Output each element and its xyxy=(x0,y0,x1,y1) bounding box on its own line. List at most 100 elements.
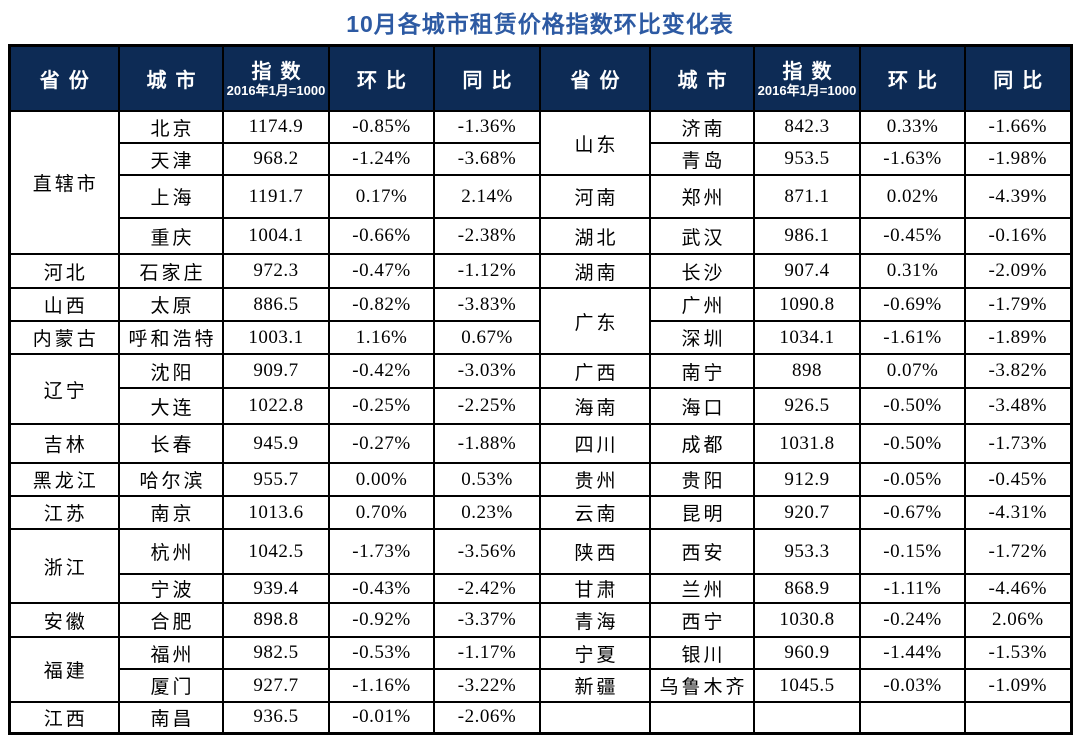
right-index-cell: 1090.8 xyxy=(753,287,861,322)
table-row: 江西 南昌 936.5 -0.01% -2.06% xyxy=(8,701,1072,734)
left-province-cell: 河北 xyxy=(8,253,120,289)
right-yoy-cell: 2.06% xyxy=(964,602,1072,638)
right-province-cell xyxy=(539,701,651,734)
table-row: 重庆 1004.1 -0.66% -2.38% 湖北 武汉 986.1 -0.45% -0.16… xyxy=(9,217,1072,255)
left-mom-cell: -0.82% xyxy=(328,287,435,322)
right-city-cell: 西宁 xyxy=(649,602,755,638)
right-mom-cell: -1.11% xyxy=(859,573,966,604)
table-row: 厦门 927.7 -1.16% -3.22% 新疆 乌鲁木齐 1045.5 -0.03% -1.… xyxy=(9,668,1072,703)
left-mom-cell: -0.92% xyxy=(328,602,435,638)
right-city-cell: 济南 xyxy=(649,110,755,144)
right-mom-cell: -0.69% xyxy=(859,287,966,322)
right-mom-cell: -0.67% xyxy=(859,495,966,530)
right-yoy-cell: -0.16% xyxy=(964,217,1072,255)
rental-index-table: 省份 城市 指数 2016年1月=1000 环比 同比 省份 城市 指数 201… xyxy=(7,44,1073,735)
right-index-cell: 912.9 xyxy=(753,462,861,497)
header-mom-right: 环比 xyxy=(859,44,966,112)
right-yoy-cell: -2.09% xyxy=(964,253,1072,289)
left-yoy-cell: -1.12% xyxy=(433,253,541,289)
right-province-cell: 贵州 xyxy=(539,462,651,497)
left-index-cell: 1191.7 xyxy=(222,174,330,219)
left-yoy-cell: -1.88% xyxy=(433,423,541,464)
table-row: 黑龙江 哈尔滨 955.7 0.00% 0.53% 贵州 贵阳 912.9 -0.05% -0.4… xyxy=(8,462,1072,497)
left-index-cell: 1042.5 xyxy=(222,528,330,575)
header-index-left-note: 2016年1月=1000 xyxy=(226,83,326,99)
right-index-cell: 1045.5 xyxy=(753,668,861,703)
right-yoy-cell: -0.45% xyxy=(964,462,1072,497)
left-city-cell: 宁波 xyxy=(118,573,224,604)
right-index-cell: 960.9 xyxy=(753,636,861,670)
right-yoy-cell: -4.31% xyxy=(964,495,1072,530)
right-mom-cell: -0.15% xyxy=(859,528,966,575)
right-city-cell: 成都 xyxy=(649,423,755,464)
left-yoy-cell: 0.67% xyxy=(433,320,541,355)
left-mom-cell: -0.25% xyxy=(328,387,435,425)
right-yoy-cell: -1.53% xyxy=(964,636,1072,670)
left-mom-cell: -0.27% xyxy=(328,423,435,464)
right-yoy-cell: -1.66% xyxy=(964,110,1072,144)
right-mom-cell: -1.61% xyxy=(859,320,966,355)
left-province-cell: 直辖市 xyxy=(8,110,120,255)
right-city-cell: 郑州 xyxy=(649,174,755,219)
right-mom-cell: -1.44% xyxy=(859,636,966,670)
right-mom-cell: -0.50% xyxy=(859,387,966,425)
left-index-cell: 1004.1 xyxy=(222,217,330,255)
right-mom-cell: -0.24% xyxy=(859,602,966,638)
left-province-cell: 浙江 xyxy=(8,528,120,604)
table-row: 安徽 合肥 898.8 -0.92% -3.37% 青海 西宁 1030.8 -0.24% 2.0… xyxy=(8,602,1072,638)
left-yoy-cell: 2.14% xyxy=(433,174,541,219)
left-mom-cell: -0.42% xyxy=(328,353,435,389)
left-city-cell: 福州 xyxy=(118,636,224,670)
right-province-cell: 广东 xyxy=(539,287,651,355)
header-city-left-label: 城市 xyxy=(146,70,205,92)
header-province-right: 省份 xyxy=(539,44,651,112)
table-row: 天津 968.2 -1.24% -3.68% 青岛 953.5 -1.63% -1.98% xyxy=(9,142,1072,176)
right-city-cell: 青岛 xyxy=(649,142,755,176)
left-mom-cell: 0.00% xyxy=(328,462,435,497)
right-yoy-cell: -1.98% xyxy=(964,142,1072,176)
right-index-cell: 1030.8 xyxy=(753,602,861,638)
left-yoy-cell: -2.42% xyxy=(433,573,541,604)
right-city-cell: 深圳 xyxy=(649,320,755,355)
right-mom-cell: -0.45% xyxy=(859,217,966,255)
right-index-cell: 907.4 xyxy=(753,253,861,289)
right-city-cell: 贵阳 xyxy=(649,462,755,497)
left-city-cell: 沈阳 xyxy=(118,353,224,389)
left-province-cell: 江苏 xyxy=(8,495,120,530)
left-city-cell: 杭州 xyxy=(118,528,224,575)
left-city-cell: 南昌 xyxy=(118,701,224,734)
left-city-cell: 上海 xyxy=(118,174,224,219)
header-mom-right-label: 环比 xyxy=(888,70,946,92)
left-city-cell: 石家庄 xyxy=(118,253,224,289)
header-row: 省份 城市 指数 2016年1月=1000 环比 同比 省份 城市 指数 201… xyxy=(8,44,1072,112)
right-yoy-cell xyxy=(964,701,1072,734)
right-yoy-cell: -1.73% xyxy=(964,423,1072,464)
right-index-cell: 920.7 xyxy=(753,495,861,530)
right-index-cell: 1031.8 xyxy=(753,423,861,464)
right-city-cell: 南宁 xyxy=(649,353,755,389)
left-index-cell: 972.3 xyxy=(222,253,330,289)
table-row: 上海 1191.7 0.17% 2.14% 河南 郑州 871.1 0.02% -4.39% xyxy=(9,174,1072,219)
right-index-cell xyxy=(753,701,861,734)
right-province-cell: 新疆 xyxy=(539,668,651,703)
left-index-cell: 982.5 xyxy=(222,636,330,670)
right-province-cell: 青海 xyxy=(539,602,651,638)
left-province-cell: 辽宁 xyxy=(8,353,120,425)
right-yoy-cell: -4.46% xyxy=(964,573,1072,604)
left-mom-cell: 1.16% xyxy=(328,320,435,355)
left-yoy-cell: -3.68% xyxy=(433,142,541,176)
header-province-right-label: 省份 xyxy=(570,70,629,92)
right-mom-cell: -0.50% xyxy=(859,423,966,464)
left-province-cell: 安徽 xyxy=(8,602,120,638)
left-index-cell: 1022.8 xyxy=(222,387,330,425)
right-city-cell xyxy=(649,701,755,734)
left-mom-cell: -0.53% xyxy=(328,636,435,670)
left-mom-cell: -0.47% xyxy=(328,253,435,289)
right-mom-cell: -0.05% xyxy=(859,462,966,497)
left-mom-cell: 0.70% xyxy=(328,495,435,530)
right-yoy-cell: -1.72% xyxy=(964,528,1072,575)
left-province-cell: 江西 xyxy=(8,701,120,734)
left-index-cell: 968.2 xyxy=(222,142,330,176)
table-row: 福建 福州 982.5 -0.53% -1.17% 宁夏 银川 960.9 -1.44% -1.5… xyxy=(8,636,1072,703)
